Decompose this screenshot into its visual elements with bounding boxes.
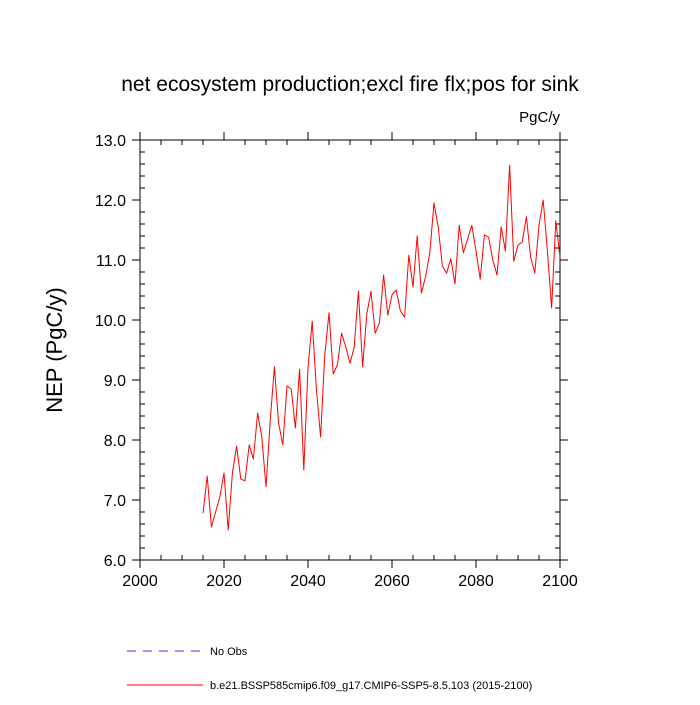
chart-title: net ecosystem production;excl fire flx;p… xyxy=(121,73,579,96)
y-tick-label: 6.0 xyxy=(104,553,126,570)
x-tick-label: 2080 xyxy=(458,573,494,590)
y-tick-label: 11.0 xyxy=(96,253,126,270)
plot-frame xyxy=(139,139,561,561)
y-tick-label: 7.0 xyxy=(104,493,126,510)
units-label: PgC/y xyxy=(519,109,560,126)
y-tick-label: 10.0 xyxy=(95,313,126,330)
x-tick-label: 2100 xyxy=(542,573,578,590)
x-tick-label: 2020 xyxy=(206,573,242,590)
x-axis-tick-labels: 2000 2020 2040 2060 2080 2100 xyxy=(122,573,578,590)
series-layer xyxy=(202,164,561,531)
series-line-1 xyxy=(202,164,561,531)
legend-label-no-obs: No Obs xyxy=(210,646,248,658)
x-tick-label: 2060 xyxy=(374,573,410,590)
y-tick-label: 12.0 xyxy=(95,193,126,210)
x-tick-label: 2000 xyxy=(122,573,158,590)
y-tick-label: 8.0 xyxy=(104,433,126,450)
y-axis-tick-labels: 6.0 7.0 8.0 9.0 10.0 11.0 12.0 13.0 xyxy=(95,133,126,570)
y-tick-label: 9.0 xyxy=(104,373,126,390)
y-axis-ticks xyxy=(132,139,568,561)
legend: No Obs b.e21.BSSP585cmip6.f09_g17.CMIP6-… xyxy=(127,646,532,692)
x-axis-ticks xyxy=(139,132,561,568)
y-tick-label: 13.0 xyxy=(95,133,126,150)
x-tick-label: 2040 xyxy=(290,573,326,590)
legend-label-model-run: b.e21.BSSP585cmip6.f09_g17.CMIP6-SSP5-8.… xyxy=(210,680,532,692)
y-axis-label: NEP (PgC/y) xyxy=(42,287,67,413)
